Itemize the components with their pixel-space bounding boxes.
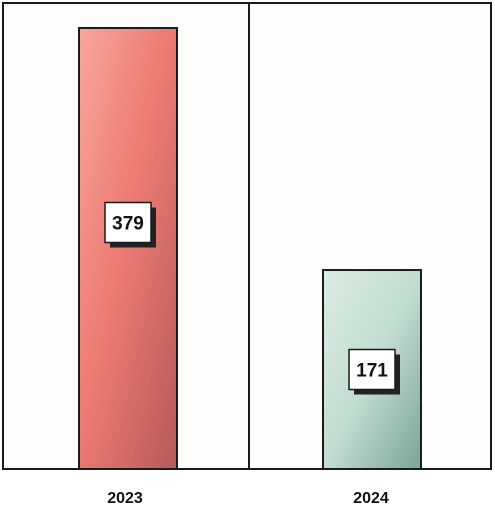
data-label-2023: 379	[112, 214, 144, 235]
x-tick-label-2023: 2023	[107, 490, 143, 507]
bar-2023	[78, 27, 178, 470]
value-label-box	[104, 201, 152, 244]
x-tick-label-2024: 2024	[353, 490, 389, 507]
chart-marks: 379 2023 171 2024	[78, 27, 422, 507]
data-label-2024: 171	[356, 361, 388, 382]
value-label-box	[348, 348, 396, 391]
